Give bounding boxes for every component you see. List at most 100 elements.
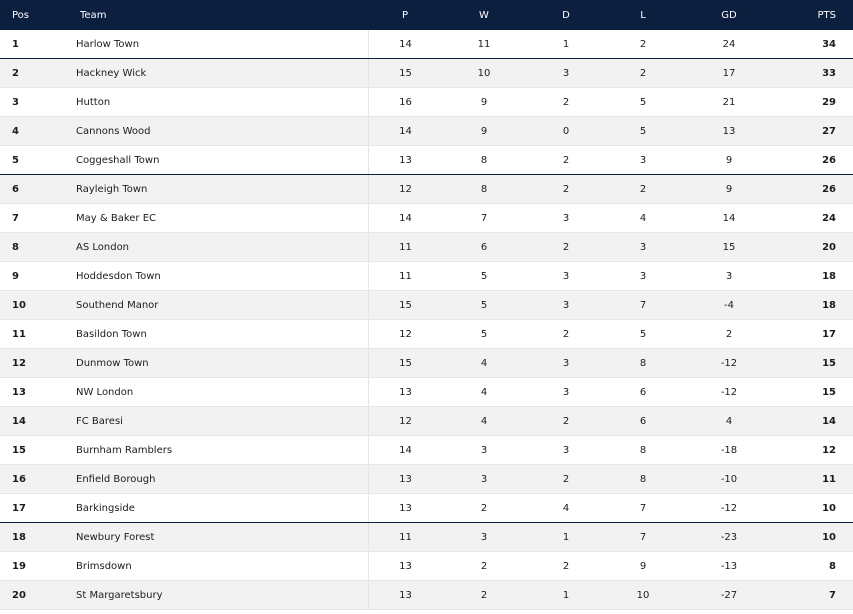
team-name[interactable]: Hoddesdon Town bbox=[76, 270, 161, 282]
table-row[interactable]: 10 Southend Manor 15 5 3 7 -4 18 bbox=[0, 291, 853, 320]
played-value: 13 bbox=[368, 146, 442, 174]
table-row[interactable]: 20 St Margaretsbury 13 2 1 10 -27 7 bbox=[0, 581, 853, 610]
team-position: 8 bbox=[12, 241, 19, 253]
table-body: 1 Harlow Town 14 11 1 2 24 34 2 Hackney Wick 15 10 3… bbox=[0, 30, 853, 610]
lost-value: 9 bbox=[639, 560, 647, 572]
team-name[interactable]: Southend Manor bbox=[76, 299, 159, 311]
table-row[interactable]: 9 Hoddesdon Town 11 5 3 3 3 18 bbox=[0, 262, 853, 291]
goal-difference-value: -12 bbox=[720, 386, 738, 398]
lost-value: 7 bbox=[639, 299, 647, 311]
header-lost[interactable]: L bbox=[640, 9, 646, 21]
table-row[interactable]: 11 Basildon Town 12 5 2 5 2 17 bbox=[0, 320, 853, 349]
team-position: 9 bbox=[12, 270, 19, 282]
lost-value: 5 bbox=[639, 125, 647, 137]
drawn-value: 2 bbox=[562, 473, 570, 485]
header-won[interactable]: W bbox=[479, 9, 489, 21]
team-name[interactable]: Hutton bbox=[76, 96, 111, 108]
table-row[interactable]: 17 Barkingside 13 2 4 7 -12 10 bbox=[0, 494, 853, 523]
team-name[interactable]: NW London bbox=[76, 386, 134, 398]
team-position: 7 bbox=[12, 212, 19, 224]
header-drawn[interactable]: D bbox=[562, 9, 570, 21]
table-row[interactable]: 3 Hutton 16 9 2 5 21 29 bbox=[0, 88, 853, 117]
header-pos[interactable]: Pos bbox=[12, 9, 30, 21]
table-row[interactable]: 8 AS London 11 6 2 3 15 20 bbox=[0, 233, 853, 262]
goal-difference-value: 2 bbox=[725, 328, 733, 340]
table-row[interactable]: 14 FC Baresi 12 4 2 6 4 14 bbox=[0, 407, 853, 436]
team-position: 12 bbox=[12, 357, 26, 369]
team-name[interactable]: Brimsdown bbox=[76, 560, 132, 572]
table-row[interactable]: 4 Cannons Wood 14 9 0 5 13 27 bbox=[0, 117, 853, 146]
table-row[interactable]: 16 Enfield Borough 13 3 2 8 -10 11 bbox=[0, 465, 853, 494]
team-name[interactable]: Coggeshall Town bbox=[76, 154, 160, 166]
goal-difference-value: 13 bbox=[722, 125, 736, 137]
team-position: 2 bbox=[12, 67, 19, 79]
played-value: 14 bbox=[368, 117, 442, 145]
team-name[interactable]: AS London bbox=[76, 241, 130, 253]
points-value: 14 bbox=[822, 415, 836, 427]
lost-value: 8 bbox=[639, 444, 647, 456]
goal-difference-value: 9 bbox=[725, 154, 733, 166]
table-row[interactable]: 18 Newbury Forest 11 3 1 7 -23 10 bbox=[0, 523, 853, 552]
drawn-value: 3 bbox=[562, 444, 570, 456]
points-value: 10 bbox=[822, 502, 836, 514]
table-row[interactable]: 13 NW London 13 4 3 6 -12 15 bbox=[0, 378, 853, 407]
team-name[interactable]: Barkingside bbox=[76, 502, 135, 514]
played-value: 11 bbox=[368, 262, 442, 290]
team-name[interactable]: Basildon Town bbox=[76, 328, 147, 340]
points-value: 18 bbox=[822, 270, 836, 282]
won-value: 5 bbox=[480, 299, 488, 311]
played-value: 13 bbox=[368, 552, 442, 580]
played-value: 11 bbox=[368, 523, 442, 551]
won-value: 8 bbox=[480, 154, 488, 166]
played-value: 12 bbox=[368, 175, 442, 203]
drawn-value: 4 bbox=[562, 502, 570, 514]
points-value: 8 bbox=[829, 560, 836, 572]
team-name[interactable]: Rayleigh Town bbox=[76, 183, 148, 195]
header-points[interactable]: PTS bbox=[817, 9, 837, 21]
goal-difference-value: 24 bbox=[722, 38, 736, 50]
won-value: 9 bbox=[480, 96, 488, 108]
team-name[interactable]: Dunmow Town bbox=[76, 357, 149, 369]
table-row[interactable]: 1 Harlow Town 14 11 1 2 24 34 bbox=[0, 30, 853, 59]
header-goal-difference[interactable]: GD bbox=[721, 9, 737, 21]
header-team[interactable]: Team bbox=[80, 9, 107, 21]
won-value: 4 bbox=[480, 386, 488, 398]
team-name[interactable]: May & Baker EC bbox=[76, 212, 156, 224]
drawn-value: 3 bbox=[562, 299, 570, 311]
won-value: 11 bbox=[477, 38, 491, 50]
points-value: 26 bbox=[822, 183, 836, 195]
played-value: 12 bbox=[368, 320, 442, 348]
table-row[interactable]: 2 Hackney Wick 15 10 3 2 17 33 bbox=[0, 59, 853, 88]
played-value: 13 bbox=[368, 581, 442, 609]
team-name[interactable]: Enfield Borough bbox=[76, 473, 156, 485]
points-value: 26 bbox=[822, 154, 836, 166]
drawn-value: 2 bbox=[562, 183, 570, 195]
goal-difference-value: 9 bbox=[725, 183, 733, 195]
team-name[interactable]: Hackney Wick bbox=[76, 67, 147, 79]
team-name[interactable]: Harlow Town bbox=[76, 38, 140, 50]
team-position: 4 bbox=[12, 125, 19, 137]
team-position: 20 bbox=[12, 589, 26, 601]
team-position: 3 bbox=[12, 96, 19, 108]
table-row[interactable]: 19 Brimsdown 13 2 2 9 -13 8 bbox=[0, 552, 853, 581]
team-position: 10 bbox=[12, 299, 26, 311]
team-name[interactable]: Newbury Forest bbox=[76, 531, 155, 543]
goal-difference-value: 21 bbox=[722, 96, 736, 108]
drawn-value: 2 bbox=[562, 241, 570, 253]
table-row[interactable]: 12 Dunmow Town 15 4 3 8 -12 15 bbox=[0, 349, 853, 378]
played-value: 11 bbox=[368, 233, 442, 261]
table-row[interactable]: 7 May & Baker EC 14 7 3 4 14 24 bbox=[0, 204, 853, 233]
header-played[interactable]: P bbox=[401, 9, 409, 21]
team-name[interactable]: Cannons Wood bbox=[76, 125, 151, 137]
lost-value: 2 bbox=[639, 38, 647, 50]
lost-value: 10 bbox=[636, 589, 650, 601]
drawn-value: 2 bbox=[562, 415, 570, 427]
team-name[interactable]: Burnham Ramblers bbox=[76, 444, 173, 456]
points-value: 7 bbox=[829, 589, 836, 601]
table-row[interactable]: 5 Coggeshall Town 13 8 2 3 9 26 bbox=[0, 146, 853, 175]
table-row[interactable]: 6 Rayleigh Town 12 8 2 2 9 26 bbox=[0, 175, 853, 204]
team-name[interactable]: FC Baresi bbox=[76, 415, 123, 427]
team-name[interactable]: St Margaretsbury bbox=[76, 589, 163, 601]
table-row[interactable]: 15 Burnham Ramblers 14 3 3 8 -18 12 bbox=[0, 436, 853, 465]
won-value: 4 bbox=[480, 357, 488, 369]
